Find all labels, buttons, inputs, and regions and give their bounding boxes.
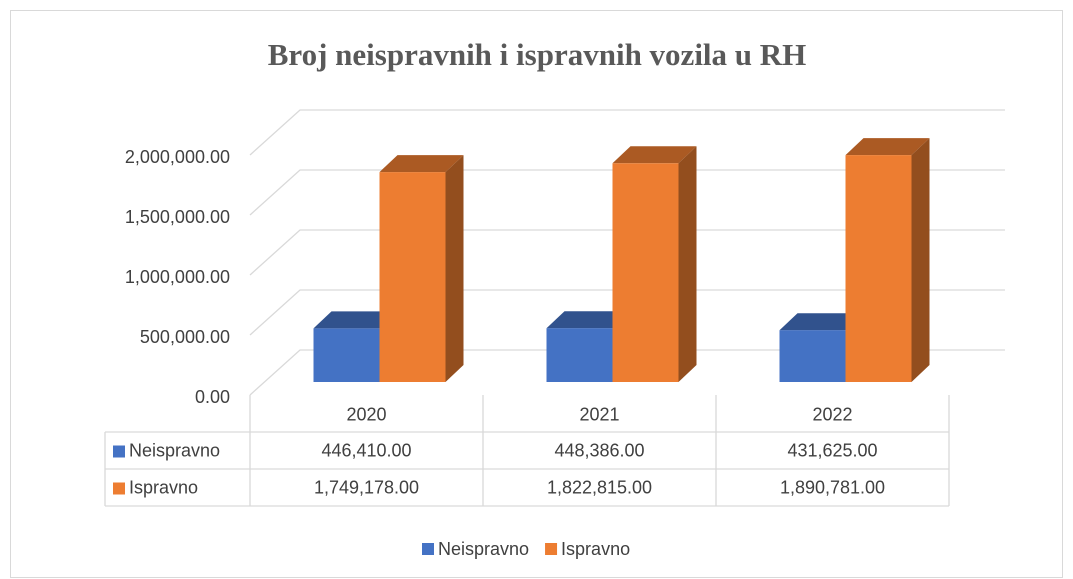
x-tick-label: 2022: [812, 404, 852, 424]
table-row-label: Ispravno: [129, 477, 198, 497]
y-tick-label: 500,000.00: [140, 327, 230, 347]
chart-title: Broj neispravnih i ispravnih vozila u RH: [268, 37, 807, 72]
grid-line: [249, 169, 1005, 216]
bar: [845, 155, 912, 382]
bar-top: [546, 311, 631, 329]
grid-line: [249, 109, 1005, 156]
bar-top: [779, 313, 864, 331]
y-tick-label: 2,000,000.00: [125, 147, 230, 167]
bar-top: [379, 155, 464, 173]
bar-side: [911, 138, 930, 382]
y-tick-label: 0.00: [195, 387, 230, 407]
table-cell: 448,386.00: [554, 440, 644, 460]
table-cell: 446,410.00: [321, 440, 411, 460]
bar-top: [845, 138, 930, 156]
x-tick-label: 2021: [579, 404, 619, 424]
bar-top: [612, 146, 697, 164]
y-tick-label: 1,500,000.00: [125, 207, 230, 227]
x-tick-label: 2020: [346, 404, 386, 424]
legend-key: [545, 543, 558, 555]
legend-key: [422, 543, 434, 555]
grid-line: [249, 229, 1005, 276]
bar: [546, 328, 613, 382]
table-cell: 1,822,815.00: [547, 477, 652, 497]
bar: [379, 172, 446, 382]
legend-label: Neispravno: [438, 539, 529, 559]
table-legend-key: [113, 445, 125, 458]
legend-label: Ispravno: [561, 539, 630, 559]
table-row-label: Neispravno: [129, 440, 220, 460]
table-cell: 431,625.00: [787, 440, 877, 460]
bar: [779, 330, 846, 382]
table-cell: 1,890,781.00: [780, 477, 885, 497]
table-cell: 1,749,178.00: [314, 477, 419, 497]
y-tick-label: 1,000,000.00: [125, 267, 230, 287]
bar-side: [678, 146, 697, 382]
bar: [612, 163, 679, 382]
bar: [313, 328, 380, 382]
table-legend-key: [113, 482, 125, 495]
grid-line: [249, 289, 1005, 336]
bar-top: [313, 311, 398, 329]
bar-side: [445, 155, 464, 382]
grid-line: [249, 349, 1005, 396]
